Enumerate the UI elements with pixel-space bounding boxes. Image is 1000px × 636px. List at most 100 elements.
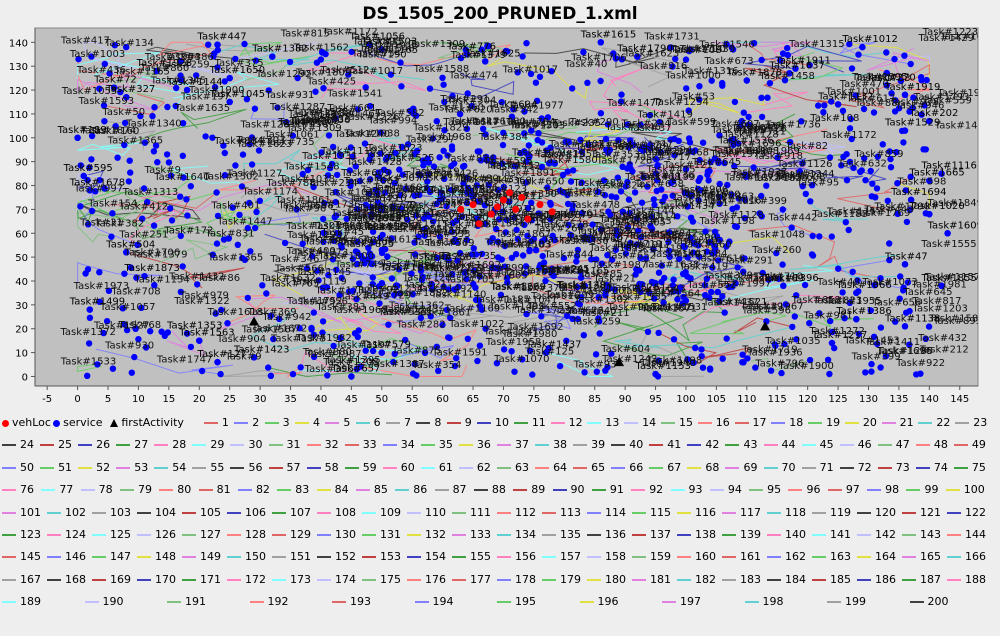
task-label-clutter: Task#1414 xyxy=(620,211,676,222)
service-point xyxy=(816,233,823,240)
service-point xyxy=(439,74,446,82)
route-line xyxy=(126,251,245,289)
route-line xyxy=(311,217,347,237)
legend-swatch-line xyxy=(632,511,646,514)
route-line xyxy=(429,71,515,99)
service-point xyxy=(699,139,707,146)
legend-swatch-line xyxy=(2,534,16,536)
legend-swatch-line xyxy=(722,511,736,514)
legend-swatch-line xyxy=(414,601,429,604)
service-point xyxy=(232,162,239,169)
service-point xyxy=(744,355,751,362)
service-point xyxy=(564,168,571,175)
legend-label: 172 xyxy=(245,572,266,586)
task-label: Task#579 xyxy=(361,340,411,351)
legend-swatch-line xyxy=(677,534,691,536)
task-label-clutter: Task#796 xyxy=(754,359,804,370)
task-label-clutter: Task#369 xyxy=(482,176,532,187)
service-point xyxy=(523,310,530,318)
legend-item: 182 xyxy=(677,569,716,591)
route-line xyxy=(592,215,660,228)
legend-label: 171 xyxy=(200,572,221,586)
route-line xyxy=(240,188,372,217)
service-point xyxy=(368,213,375,220)
service-point xyxy=(740,109,747,116)
legend-swatch-line xyxy=(611,444,626,447)
legend-swatch-line xyxy=(677,578,691,581)
service-point xyxy=(648,213,656,221)
x-tick-label: 85 xyxy=(588,394,601,405)
service-point xyxy=(310,309,317,316)
legend-swatch-line xyxy=(420,444,435,447)
legend-label: 103 xyxy=(110,505,131,519)
service-point xyxy=(391,350,398,358)
service-point xyxy=(425,159,433,166)
service-point xyxy=(906,307,913,315)
service-point xyxy=(286,58,294,66)
legend-swatch-line xyxy=(47,534,61,536)
route-line xyxy=(545,352,614,377)
service-point xyxy=(248,161,256,168)
legend-swatch-line xyxy=(477,422,492,424)
legend-label: 89 xyxy=(531,483,546,497)
legend-label: 123 xyxy=(20,528,41,541)
service-point xyxy=(86,314,94,321)
legend-item: 62 xyxy=(458,457,491,479)
service-point xyxy=(573,258,580,265)
service-point xyxy=(402,185,409,192)
service-point xyxy=(179,120,187,127)
route-line xyxy=(376,44,511,66)
legend-item: 83 xyxy=(277,479,309,501)
service-point xyxy=(320,238,327,246)
service-point xyxy=(168,217,176,224)
service-point xyxy=(88,156,95,163)
task-label-clutter: Task#111 xyxy=(485,160,535,171)
service-point xyxy=(848,65,856,72)
service-point xyxy=(609,256,616,263)
service-point xyxy=(463,275,470,283)
legend-item: 107 xyxy=(272,502,311,524)
legend-swatch-line xyxy=(78,466,93,469)
service-point xyxy=(100,102,108,109)
service-point xyxy=(289,132,296,139)
legend-item: 104 xyxy=(137,502,176,524)
legend-item: 126 xyxy=(137,524,176,546)
legend-item: 139 xyxy=(722,524,761,546)
service-point xyxy=(528,199,535,206)
service-point xyxy=(704,171,711,179)
service-point xyxy=(354,238,361,245)
service-point xyxy=(315,277,322,284)
legend-item: 21 xyxy=(881,412,914,434)
legend-label: 13 xyxy=(605,416,620,429)
task-label-clutter: Task#1072 xyxy=(724,172,780,183)
service-point xyxy=(158,328,165,335)
legend-swatch-line xyxy=(670,489,685,492)
service-point xyxy=(758,192,765,200)
legend-item: 54 xyxy=(154,457,186,479)
task-label-clutter: Task#1769 xyxy=(854,208,910,219)
service-point xyxy=(849,268,856,275)
y-tick-label: 130 xyxy=(9,62,28,73)
vehicle-location-point xyxy=(524,215,532,223)
legend-label: 6 xyxy=(373,416,381,429)
legend-label: 96 xyxy=(806,483,821,497)
legend-item: 151 xyxy=(272,546,311,568)
legend-item: 184 xyxy=(767,569,806,591)
legend-item: 50 xyxy=(2,457,34,479)
legend-label: 115 xyxy=(650,505,671,519)
service-point xyxy=(142,344,150,351)
legend-swatch-line xyxy=(947,578,961,581)
legend-swatch-line xyxy=(272,556,286,559)
service-point xyxy=(490,154,497,161)
service-point xyxy=(809,232,816,240)
legend-swatch-line xyxy=(344,466,359,469)
legend-swatch-line xyxy=(788,489,803,492)
service-point xyxy=(703,248,711,255)
service-point xyxy=(903,218,911,226)
service-point xyxy=(646,145,654,152)
service-point xyxy=(710,250,717,257)
task-label-clutter: Task#1223 xyxy=(922,27,978,38)
legend-swatch-line xyxy=(587,578,601,581)
task-label-clutter: Task#1492 xyxy=(416,283,472,294)
service-point xyxy=(127,264,135,271)
